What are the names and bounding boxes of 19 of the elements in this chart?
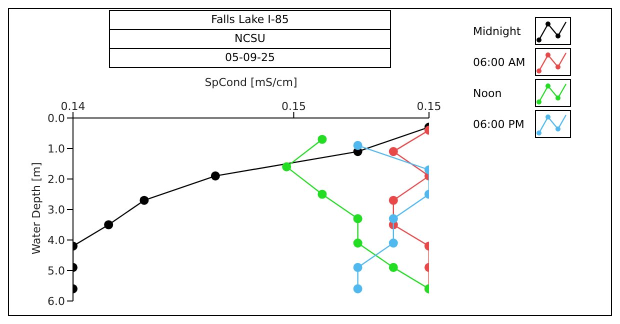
y-tick-label: 2.0	[48, 172, 65, 186]
x-tick-label: 0.15	[416, 100, 442, 113]
text: 05-09-25	[109, 49, 391, 68]
y-axis-title: Water Depth [m]	[30, 162, 43, 254]
y-tick-label: 3.0	[48, 203, 65, 216]
x-tick-label: 0.14	[60, 100, 86, 113]
text: Noon	[473, 86, 503, 100]
y-tick-label: 1.0	[48, 142, 65, 156]
legend-label: 06:00 AM	[473, 56, 526, 68]
x-axis-title: SpCond [mS/cm]	[204, 76, 298, 89]
y-tick-label: 5.0	[48, 264, 65, 278]
chart-subtitle: NCSU	[109, 30, 391, 49]
legend-label: 06:00 PM	[473, 118, 526, 130]
y-tick-label: 4.0	[48, 234, 65, 247]
y-tick-label: 0.0	[48, 112, 65, 125]
legend-label: Midnight	[473, 24, 522, 38]
y-tick-label: 6.0	[48, 294, 65, 308]
x-tick-label: 0.15	[281, 100, 306, 113]
chart-title: Falls Lake I-85	[109, 10, 391, 30]
